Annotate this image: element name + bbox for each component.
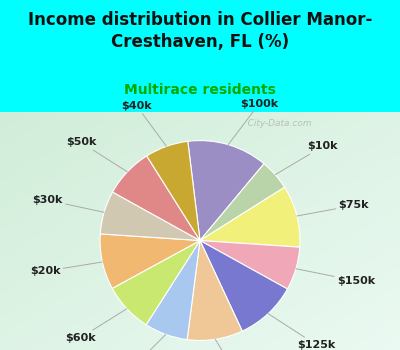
Text: $100k: $100k [228,99,278,145]
Wedge shape [200,240,300,289]
Wedge shape [100,192,200,240]
Wedge shape [112,240,200,325]
Text: $40k: $40k [122,101,166,146]
Wedge shape [200,187,300,247]
Text: City-Data.com: City-Data.com [239,119,312,128]
Text: > $200k: > $200k [100,335,166,350]
Text: $150k: $150k [296,269,375,286]
Text: $125k: $125k [268,314,336,350]
Wedge shape [146,240,200,340]
Wedge shape [100,234,200,288]
Text: Income distribution in Collier Manor-
Cresthaven, FL (%): Income distribution in Collier Manor- Cr… [28,11,372,51]
Text: $20k: $20k [30,262,102,276]
Text: $60k: $60k [65,309,127,343]
Wedge shape [112,156,200,240]
Text: Multirace residents: Multirace residents [124,83,276,97]
Wedge shape [147,141,200,240]
Text: $200k: $200k [215,339,260,350]
Wedge shape [200,240,288,331]
Text: $30k: $30k [33,195,104,212]
Wedge shape [187,240,242,341]
Wedge shape [200,164,284,240]
Text: $10k: $10k [275,141,338,175]
Text: $75k: $75k [297,201,369,216]
Wedge shape [188,141,264,240]
Text: $50k: $50k [66,138,127,172]
